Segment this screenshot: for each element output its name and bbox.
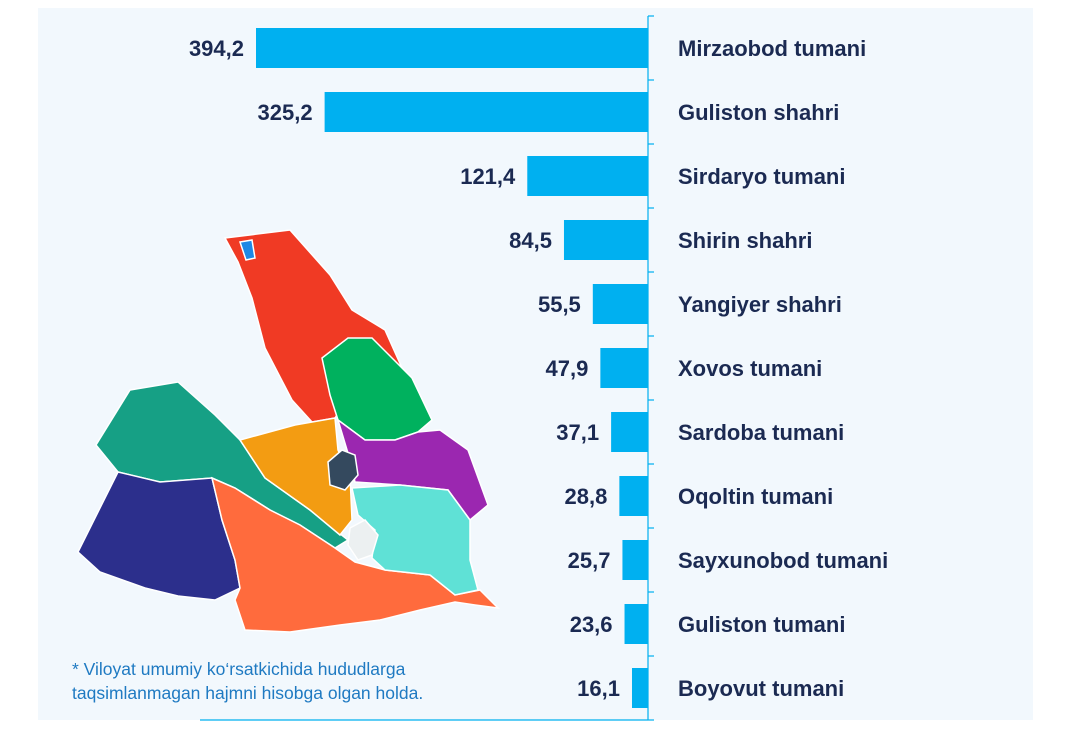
data-label: 55,5	[538, 292, 581, 317]
bar	[324, 92, 648, 132]
category-label: Boyovut tumani	[678, 676, 844, 701]
bar	[611, 412, 648, 452]
axis-ticks	[648, 15, 654, 721]
data-label: 25,7	[568, 548, 611, 573]
bar	[622, 540, 648, 580]
map-region-guliston-tumani	[238, 417, 353, 537]
data-label: 23,6	[570, 612, 613, 637]
data-label: 28,8	[565, 484, 608, 509]
category-label: Sirdaryo tumani	[678, 164, 845, 189]
bar	[631, 668, 648, 708]
footnote-line-2: taqsimlanmagan hajmni hisobga olgan hold…	[72, 683, 424, 703]
region-map	[77, 229, 501, 633]
map-region-yangiyer	[347, 519, 379, 561]
footnote-line-1: * Viloyat umumiy ko‘rsatkichida hududlar…	[72, 659, 406, 679]
map-region-sirdaryo	[351, 484, 479, 596]
category-label: Shirin shahri	[678, 228, 812, 253]
map-region-shirin	[239, 239, 256, 261]
category-label: Oqoltin tumani	[678, 484, 833, 509]
bar	[256, 28, 648, 68]
category-label: Xovos tumani	[678, 356, 822, 381]
data-label: 121,4	[460, 164, 516, 189]
data-label: 47,9	[546, 356, 589, 381]
bar	[592, 284, 648, 324]
bar	[563, 220, 648, 260]
map-region-sardoba	[321, 337, 433, 441]
data-label: 394,2	[189, 36, 244, 61]
map-region-oqoltin	[210, 476, 501, 633]
category-label: Mirzaobod tumani	[678, 36, 866, 61]
bar	[619, 476, 648, 516]
category-label: Guliston shahri	[678, 100, 839, 125]
map-region-guliston-shahri	[327, 449, 359, 491]
data-label: 16,1	[577, 676, 620, 701]
bars: 394,2 Mirzaobod tumani 325,2 Guliston shahr…	[189, 28, 888, 708]
category-label: Yangiyer shahri	[678, 292, 842, 317]
footnote: * Viloyat umumiy ko‘rsatkichida hududlar…	[72, 657, 542, 705]
map-region-xovos	[336, 418, 489, 522]
data-label: 37,1	[556, 420, 599, 445]
map-region-boyovut	[77, 471, 241, 601]
data-label: 84,5	[509, 228, 552, 253]
data-label: 325,2	[258, 100, 313, 125]
category-label: Sayxunobod tumani	[678, 548, 888, 573]
bar	[527, 156, 648, 196]
bar	[624, 604, 648, 644]
category-label: Sardoba tumani	[678, 420, 844, 445]
category-label: Guliston tumani	[678, 612, 845, 637]
bar	[600, 348, 648, 388]
